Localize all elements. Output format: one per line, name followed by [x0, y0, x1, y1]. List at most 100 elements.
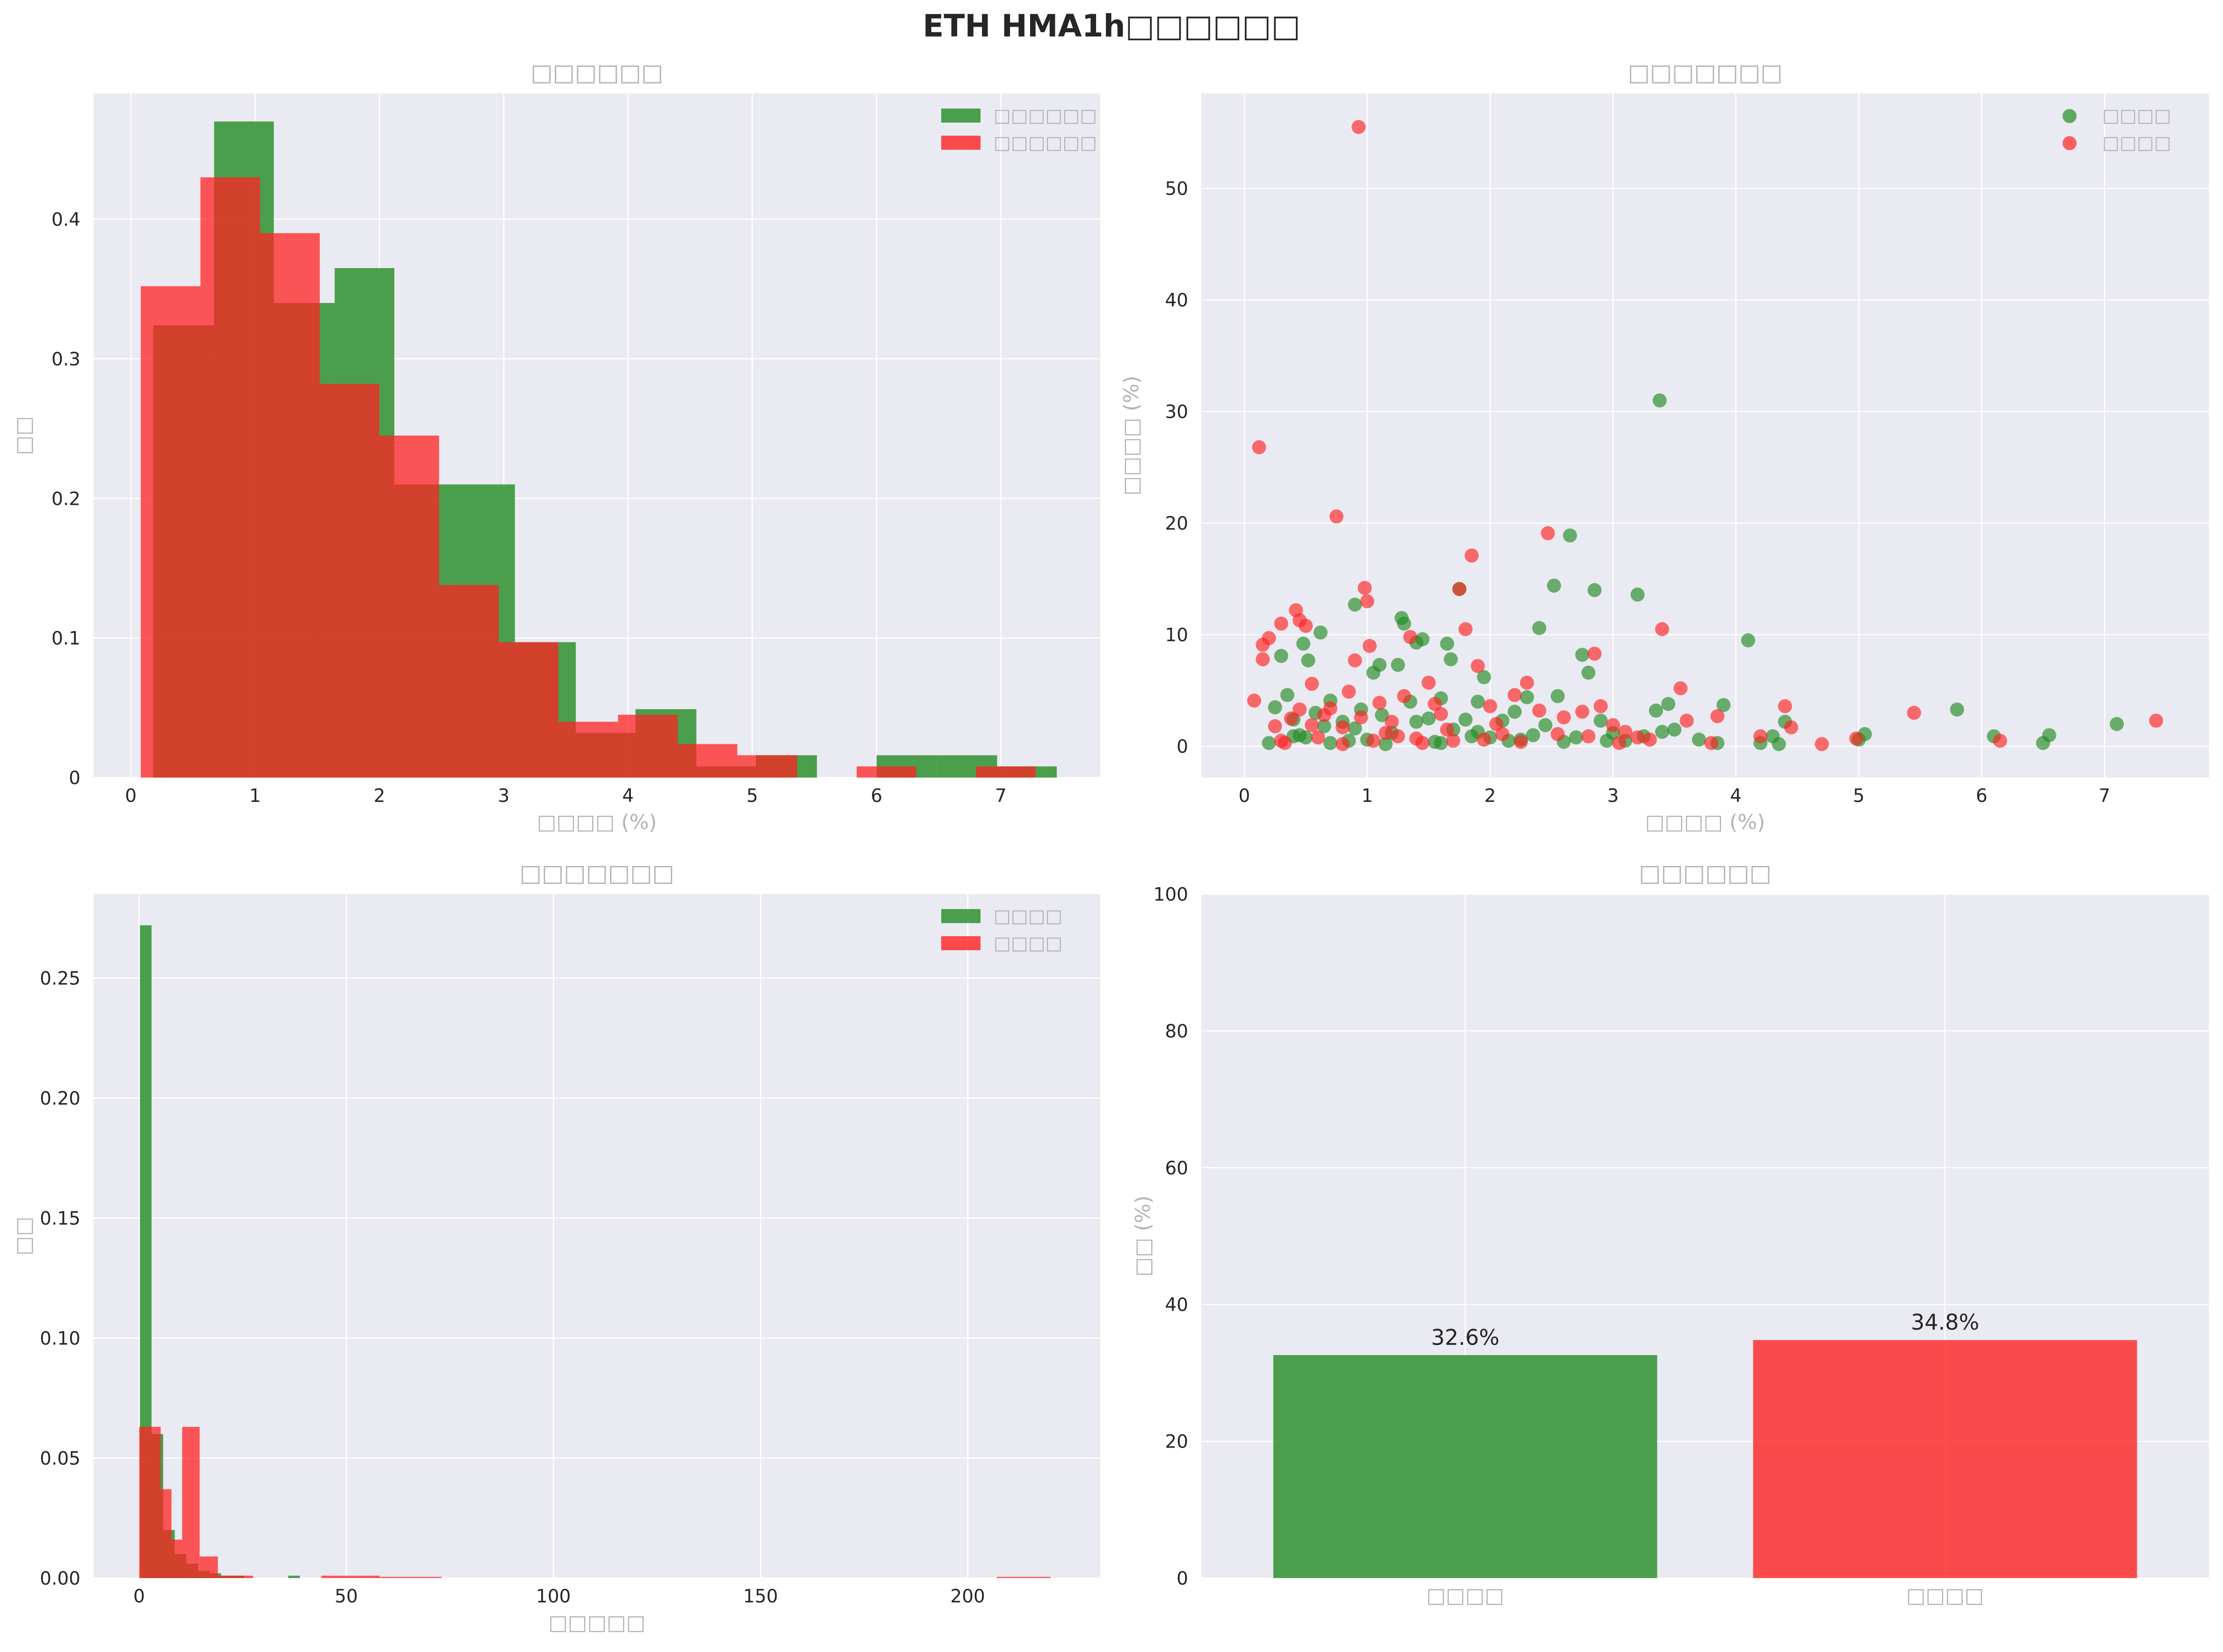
scatter-point [1993, 734, 2007, 748]
scatter-point [1262, 631, 1276, 645]
plot-background [1201, 94, 2209, 778]
scatter-point [1336, 737, 1350, 751]
scatter-point [1336, 720, 1350, 735]
scatter-point [1434, 707, 1448, 721]
scatter-point [1305, 677, 1319, 691]
scatter-point [1268, 700, 1282, 714]
rate-bar [1273, 1355, 1657, 1578]
histogram-bar [618, 714, 678, 778]
scatter-point [1630, 587, 1645, 602]
y-tick-label: 0.4 [51, 210, 80, 231]
scatter-point [1661, 697, 1676, 711]
scatter-point [1907, 706, 1921, 720]
panel-title: □□□□□□□ [1628, 59, 1783, 86]
x-tick-label: 7 [2099, 786, 2110, 807]
y-tick-label: 20 [1165, 1432, 1188, 1453]
scatter-point [1351, 120, 1366, 134]
x-tick-label: 4 [1730, 786, 1742, 807]
legend-label: □□□□ [994, 906, 1062, 927]
scatter-point [1550, 689, 1565, 703]
scatter-point [1642, 732, 1657, 747]
histogram-bar [996, 1577, 1051, 1578]
scatter-point [1556, 710, 1571, 725]
scatter-point [1716, 698, 1731, 712]
y-tick-label: 0.3 [51, 349, 80, 370]
x-axis-label: □□□□□ [548, 1611, 646, 1635]
legend-swatch [941, 909, 981, 923]
scatter-point [1444, 652, 1458, 667]
scatter-point [1317, 708, 1331, 722]
scatter-point [1372, 658, 1387, 672]
scatter-point [1375, 708, 1389, 722]
bar-value-label: 32.6% [1431, 1325, 1499, 1350]
scatter-point [1311, 730, 1325, 745]
scatter-point [1284, 711, 1298, 726]
scatter-point [1540, 526, 1555, 540]
scatter-point [1704, 736, 1719, 750]
chart-hist-duration: 0 50 100 150 2000.000.050.100.150.200.25□□□□… [12, 859, 1100, 1635]
scatter-point [1655, 622, 1670, 636]
scatter-point [1507, 688, 1522, 702]
histogram-bar [200, 177, 261, 778]
scatter-point [1268, 719, 1282, 734]
chart-hist-price-change: 0 1 2 3 4 5 6 700.10.20.30.4□□□□□□□□□□ (%)□□□□□… [12, 59, 1100, 834]
x-tick-label: 1 [1361, 786, 1373, 807]
scatter-point [1569, 730, 1584, 745]
x-tick-label: 2 [374, 786, 385, 807]
scatter-point [1655, 725, 1670, 739]
x-tick-label: 6 [871, 786, 882, 807]
x-tick-label: 100 [536, 1586, 571, 1607]
scatter-point [1673, 681, 1688, 696]
scatter-point [1630, 730, 1645, 745]
scatter-point [1391, 729, 1405, 743]
scatter-point [1538, 718, 1553, 732]
x-tick-label: 200 [950, 1586, 985, 1607]
scatter-point [1526, 728, 1540, 742]
y-tick-label: 0 [69, 768, 80, 789]
scatter-point [1471, 659, 1485, 673]
scatter-point [1458, 622, 1473, 636]
scatter-point [1415, 736, 1430, 750]
scatter-point [1348, 721, 1362, 736]
histogram-bar [976, 766, 1036, 778]
scatter-point [1305, 718, 1319, 732]
x-tick-label: 5 [747, 786, 758, 807]
scatter-point [1358, 581, 1372, 595]
scatter-point [1274, 616, 1288, 631]
x-tick-label: 3 [1607, 786, 1619, 807]
scatter-point [1274, 649, 1288, 663]
scatter-point [1296, 636, 1311, 651]
y-tick-label: 30 [1165, 402, 1188, 423]
y-tick-label: 0.25 [40, 968, 80, 990]
scatter-point [1348, 653, 1362, 668]
scatter-point [1464, 548, 1479, 563]
scatter-point [1513, 735, 1528, 749]
scatter-point [1323, 736, 1337, 750]
scatter-point [1652, 393, 1667, 408]
histogram-bar [321, 1575, 380, 1578]
scatter-point [1385, 714, 1399, 729]
scatter-point [1360, 594, 1374, 609]
x-tick-label: 3 [498, 786, 509, 807]
y-axis-label: □□ (%) [1131, 1195, 1155, 1276]
scatter-point [1950, 702, 1964, 717]
scatter-point [1547, 578, 1561, 593]
scatter-point [1581, 729, 1596, 743]
y-axis-label: □□ [12, 1216, 36, 1255]
histogram-bar [320, 384, 380, 778]
chart-bar-rates: 32.6% □□□□ 34.8% □□□□ 0 20 40 60 80 100 □□□□□□ □□ (… [1131, 859, 2209, 1608]
scatter-point [1366, 734, 1380, 748]
scatter-point [1421, 676, 1436, 690]
scatter-point [1317, 719, 1331, 734]
scatter-point [1649, 703, 1663, 718]
scatter-point [1354, 710, 1368, 725]
scatter-point [1563, 528, 1577, 543]
x-tick-label: 5 [1853, 786, 1865, 807]
scatter-point [1391, 658, 1405, 672]
x-tick-label: 6 [1976, 786, 1988, 807]
y-tick-label: 0.10 [40, 1328, 80, 1349]
scatter-point [1489, 717, 1504, 731]
scatter-point [1550, 727, 1565, 741]
scatter-point [1415, 632, 1430, 647]
scatter-point [1692, 732, 1706, 747]
